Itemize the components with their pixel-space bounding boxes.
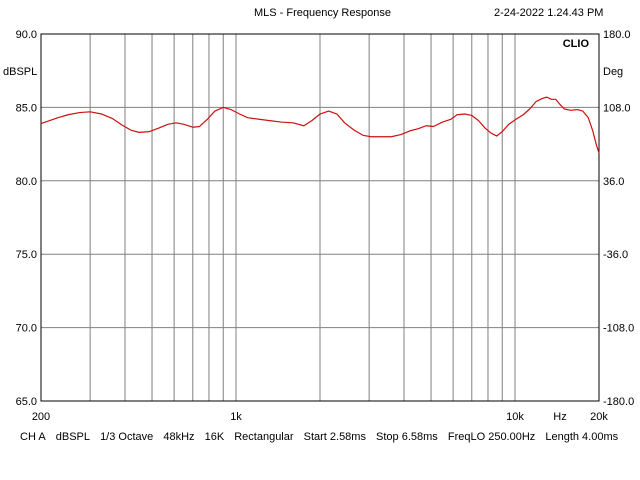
y2-tick-label: -180.0	[603, 396, 634, 408]
plot-border	[40, 33, 600, 402]
clio-badge: CLIO	[563, 38, 590, 50]
x-tick-label: 200	[32, 411, 50, 423]
y-tick-label: 80.0	[16, 176, 37, 188]
y-tick-label: 70.0	[16, 323, 37, 335]
footer-sample-rate: 48kHz	[163, 431, 195, 443]
footer-mls-size: 16K	[204, 431, 225, 443]
measurement-settings-bar: CH A dBSPL 1/3 Octave 48kHz 16K Rectangu…	[20, 431, 625, 443]
y2-tick-label: -108.0	[603, 323, 634, 335]
footer-unit: dBSPL	[55, 431, 90, 443]
footer-channel: CH A	[20, 431, 46, 443]
timestamp: 2-24-2022 1.24.43 PM	[494, 7, 604, 19]
y2-tick-label: 180.0	[603, 29, 631, 41]
y2-axis-label: Deg	[603, 66, 623, 78]
x-tick-label: 10k	[506, 411, 524, 423]
x-tick-label: 20k	[590, 411, 608, 423]
y-tick-label: 90.0	[16, 29, 37, 41]
response-curve-0	[40, 96, 600, 154]
y-tick-label: 65.0	[16, 396, 37, 408]
footer-stop: Stop 6.58ms	[376, 431, 438, 443]
footer-start: Start 2.58ms	[303, 431, 366, 443]
y2-tick-label: -36.0	[603, 249, 628, 261]
y-axis-label: dBSPL	[3, 66, 37, 78]
y-tick-label: 75.0	[16, 249, 37, 261]
footer-smoothing: 1/3 Octave	[100, 431, 154, 443]
footer-length: Length 4.00ms	[545, 431, 619, 443]
footer-window: Rectangular	[234, 431, 294, 443]
chart-title: MLS - Frequency Response	[254, 7, 391, 19]
y2-tick-label: 36.0	[603, 176, 624, 188]
y2-tick-label: 108.0	[603, 102, 631, 114]
y-tick-label: 85.0	[16, 102, 37, 114]
x-tick-label: 1k	[230, 411, 242, 423]
footer-freq-lo: FreqLO 250.00Hz	[447, 431, 536, 443]
x-axis-label: Hz	[553, 411, 566, 423]
